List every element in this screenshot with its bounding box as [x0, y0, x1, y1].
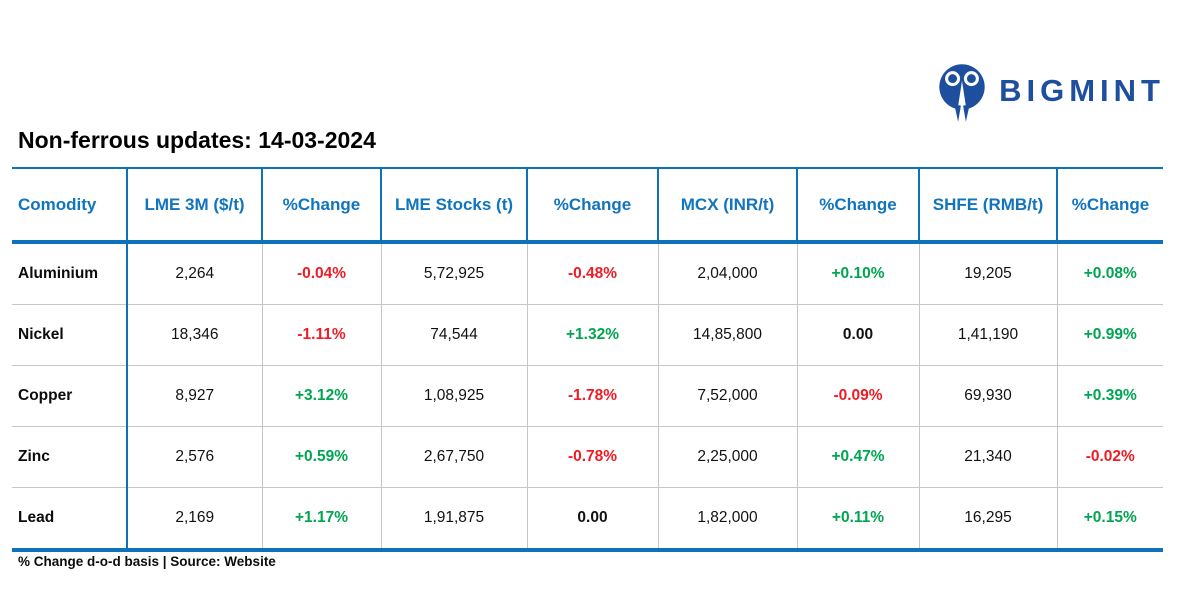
- value-cell: 5,72,925: [380, 242, 527, 305]
- source-footnote: % Change d-o-d basis | Source: Website: [18, 554, 276, 569]
- value-cell: +1.32%: [526, 304, 658, 366]
- page-title: Non-ferrous updates: 14-03-2024: [18, 127, 376, 153]
- value-cell: 18,346: [126, 304, 262, 366]
- value-cell: +0.47%: [796, 426, 919, 488]
- value-cell: 8,927: [126, 365, 262, 427]
- prices-table-wrap: Comodity LME 3M ($/t) %Change LME Stocks…: [12, 167, 1163, 552]
- value-cell: 69,930: [918, 365, 1057, 427]
- commodity-cell: Aluminium: [12, 242, 127, 305]
- value-cell: 1,82,000: [657, 487, 797, 552]
- value-cell: +0.15%: [1056, 487, 1163, 552]
- value-cell: 1,41,190: [918, 304, 1057, 366]
- value-cell: 2,25,000: [657, 426, 797, 488]
- value-cell: -0.78%: [526, 426, 658, 488]
- value-cell: -1.78%: [526, 365, 658, 427]
- header-row: Comodity LME 3M ($/t) %Change LME Stocks…: [12, 167, 1163, 244]
- value-cell: 1,08,925: [380, 365, 527, 427]
- commodity-cell: Nickel: [12, 304, 127, 366]
- col-header-shfe: SHFE (RMB/t): [918, 167, 1057, 244]
- value-cell: 0.00: [796, 304, 919, 366]
- table-row: Aluminium 2,264 -0.04% 5,72,925 -0.48% 2,04,0…: [12, 242, 1163, 305]
- value-cell: 16,295: [918, 487, 1057, 552]
- col-header-stocks-change: %Change: [526, 167, 658, 244]
- value-cell: -1.11%: [261, 304, 381, 366]
- col-header-lme-3m: LME 3M ($/t): [126, 167, 262, 244]
- col-header-lme-change: %Change: [261, 167, 381, 244]
- value-cell: 19,205: [918, 242, 1057, 305]
- commodity-cell: Copper: [12, 365, 127, 427]
- table-header: Comodity LME 3M ($/t) %Change LME Stocks…: [12, 167, 1163, 244]
- value-cell: -0.04%: [261, 242, 381, 305]
- value-cell: 0.00: [526, 487, 658, 552]
- value-cell: +1.17%: [261, 487, 381, 552]
- col-header-commodity: Comodity: [12, 167, 127, 244]
- col-header-mcx-change: %Change: [796, 167, 919, 244]
- table-row: Nickel 18,346 -1.11% 74,544 +1.32% 14,85,800 0…: [12, 304, 1163, 366]
- col-header-mcx: MCX (INR/t): [657, 167, 797, 244]
- value-cell: 2,04,000: [657, 242, 797, 305]
- value-cell: -0.02%: [1056, 426, 1163, 488]
- table-row: Zinc 2,576 +0.59% 2,67,750 -0.78% 2,25,000 +0.…: [12, 426, 1163, 488]
- value-cell: +3.12%: [261, 365, 381, 427]
- value-cell: 21,340: [918, 426, 1057, 488]
- commodity-cell: Zinc: [12, 426, 127, 488]
- value-cell: 2,576: [126, 426, 262, 488]
- value-cell: 2,264: [126, 242, 262, 305]
- value-cell: 2,67,750: [380, 426, 527, 488]
- value-cell: 1,91,875: [380, 487, 527, 552]
- col-header-shfe-change: %Change: [1056, 167, 1163, 244]
- value-cell: +0.59%: [261, 426, 381, 488]
- value-cell: +0.39%: [1056, 365, 1163, 427]
- value-cell: 14,85,800: [657, 304, 797, 366]
- value-cell: 2,169: [126, 487, 262, 552]
- value-cell: 74,544: [380, 304, 527, 366]
- table-body: Aluminium 2,264 -0.04% 5,72,925 -0.48% 2,04,0…: [12, 242, 1163, 552]
- non-ferrous-prices-table: Comodity LME 3M ($/t) %Change LME Stocks…: [12, 167, 1163, 552]
- value-cell: -0.48%: [526, 242, 658, 305]
- col-header-lme-stocks: LME Stocks (t): [380, 167, 527, 244]
- commodity-cell: Lead: [12, 487, 127, 552]
- value-cell: +0.11%: [796, 487, 919, 552]
- bigmint-people-icon: [939, 64, 985, 122]
- table-row: Lead 2,169 +1.17% 1,91,875 0.00 1,82,000 +0.11…: [12, 487, 1163, 552]
- logo-wordmark: BIGMINT: [999, 72, 1165, 108]
- value-cell: +0.08%: [1056, 242, 1163, 305]
- value-cell: +0.99%: [1056, 304, 1163, 366]
- value-cell: 7,52,000: [657, 365, 797, 427]
- value-cell: -0.09%: [796, 365, 919, 427]
- bigmint-logo: BIGMINT: [934, 62, 1165, 124]
- table-row: Copper 8,927 +3.12% 1,08,925 -1.78% 7,52,000-…: [12, 365, 1163, 427]
- value-cell: +0.10%: [796, 242, 919, 305]
